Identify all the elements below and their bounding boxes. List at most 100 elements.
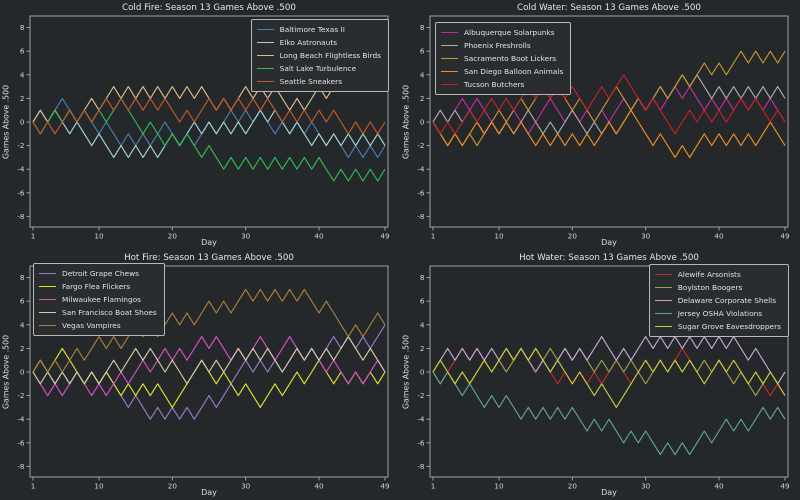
- y-tick-label: -6: [17, 188, 25, 197]
- x-axis-label: Day: [601, 238, 617, 247]
- series-line-elko-astronauts: [32, 109, 386, 158]
- legend-label: Sacramento Boot Lickers: [464, 54, 557, 63]
- legend-swatch: [256, 81, 274, 82]
- y-tick-label: -6: [417, 438, 425, 447]
- legend-item: Detroit Grape Chews: [39, 267, 157, 280]
- legend-swatch: [654, 313, 672, 314]
- x-tick-label: 1: [31, 482, 36, 491]
- legend-label: Alewife Arsonists: [677, 270, 741, 279]
- legend-item: Seattle Sneakers: [256, 75, 381, 88]
- x-tick-label: 20: [168, 232, 178, 241]
- x-tick-label: 1: [431, 232, 436, 241]
- y-tick-label: 4: [20, 70, 25, 79]
- series-line-tucson-butchers: [432, 74, 786, 135]
- legend-swatch: [654, 300, 672, 301]
- series-line-san-diego-balloon-animals: [432, 109, 786, 158]
- y-tick-label: -6: [17, 438, 25, 447]
- legend-label: Delaware Corporate Shells: [677, 296, 777, 305]
- legend-swatch: [39, 286, 56, 287]
- chart-cold-fire-panel: Cold Fire: Season 13 Games Above .500 Ga…: [0, 0, 400, 250]
- series-line-sugar-grove-eavesdroppers: [432, 347, 786, 408]
- legend: Detroit Grape Chews Fargo Flea Flickers Mi…: [33, 263, 165, 336]
- x-tick-label: 1: [31, 232, 36, 241]
- y-tick-label: 2: [20, 344, 25, 353]
- y-tick-label: 8: [420, 23, 425, 32]
- y-tick-label: 0: [420, 118, 425, 127]
- y-tick-label: -2: [17, 391, 24, 400]
- y-tick-label: -4: [17, 165, 25, 174]
- legend-swatch: [654, 326, 672, 327]
- y-tick-label: 8: [420, 273, 425, 282]
- legend-item: Alewife Arsonists: [654, 268, 781, 281]
- x-tick-label: 49: [780, 482, 790, 491]
- legend-swatch: [256, 29, 274, 30]
- legend-item: Tucson Butchers: [441, 78, 563, 91]
- x-tick-label: 20: [568, 232, 578, 241]
- y-tick-label: 4: [20, 320, 25, 329]
- chart-hot-water-panel: Hot Water: Season 13 Games Above .500 Ga…: [400, 250, 800, 500]
- y-tick-label: 8: [20, 273, 25, 282]
- y-tick-label: 6: [20, 47, 25, 56]
- y-tick-label: -4: [417, 415, 425, 424]
- legend-swatch: [256, 68, 274, 69]
- legend-item: Albuquerque Solarpunks: [441, 26, 563, 39]
- y-tick-label: 2: [420, 94, 425, 103]
- y-tick-label: 6: [20, 297, 25, 306]
- series-line-seattle-sneakers: [32, 97, 386, 135]
- x-tick-label: 40: [314, 482, 324, 491]
- y-tick-label: -4: [417, 165, 425, 174]
- y-tick-label: 0: [20, 368, 25, 377]
- y-tick-label: -2: [417, 391, 424, 400]
- x-tick-label: 30: [641, 232, 651, 241]
- y-tick-label: 0: [420, 368, 425, 377]
- x-tick-label: 40: [314, 232, 324, 241]
- legend-swatch: [256, 42, 274, 43]
- x-tick-label: 40: [714, 482, 724, 491]
- y-tick-label: -8: [417, 462, 425, 471]
- series-line-vegas-vampires: [32, 288, 386, 373]
- y-tick-label: -8: [17, 212, 25, 221]
- x-tick-label: 49: [380, 232, 390, 241]
- legend-label: Sugar Grove Eavesdroppers: [677, 322, 781, 331]
- legend: Albuquerque Solarpunks Phoenix Freshrolls…: [435, 22, 572, 95]
- x-axis-label: Day: [201, 238, 217, 247]
- legend-swatch: [654, 274, 672, 275]
- legend-item: Fargo Flea Flickers: [39, 280, 157, 293]
- legend-label: Phoenix Freshrolls: [464, 41, 531, 50]
- x-tick-label: 10: [494, 232, 504, 241]
- x-tick-label: 40: [714, 232, 724, 241]
- chart-title: Cold Fire: Season 13 Games Above .500: [122, 3, 296, 13]
- legend-label: Fargo Flea Flickers: [62, 282, 131, 291]
- y-tick-label: 2: [420, 344, 425, 353]
- legend-item: Phoenix Freshrolls: [441, 39, 563, 52]
- series-line-milwaukee-flamingos: [32, 336, 386, 397]
- chart-title: Hot Water: Season 13 Games Above .500: [519, 253, 699, 263]
- y-tick-label: 4: [420, 70, 425, 79]
- y-tick-label: -4: [17, 415, 25, 424]
- chart-hot-fire-panel: Hot Fire: Season 13 Games Above .500 Gam…: [0, 250, 400, 500]
- legend-label: Long Beach Flightless Birds: [279, 51, 381, 60]
- chart-title: Cold Water: Season 13 Games Above .500: [517, 3, 701, 13]
- x-tick-label: 30: [241, 482, 251, 491]
- y-tick-label: 4: [420, 320, 425, 329]
- legend-item: Vegas Vampires: [39, 319, 157, 332]
- legend-label: Boylston Boogers: [677, 283, 743, 292]
- y-tick-label: 2: [20, 94, 25, 103]
- x-tick-label: 1: [431, 482, 436, 491]
- x-tick-label: 49: [380, 482, 390, 491]
- series-line-jersey-osha-violations: [432, 371, 786, 456]
- legend-label: Jersey OSHA Violations: [677, 309, 763, 318]
- legend-swatch: [256, 55, 274, 56]
- legend-label: San Francisco Boat Shoes: [62, 308, 157, 317]
- chart-cold-water-panel: Cold Water: Season 13 Games Above .500 G…: [400, 0, 800, 250]
- legend-swatch: [441, 58, 458, 59]
- y-tick-label: 6: [420, 47, 425, 56]
- series-line-san-francisco-boat-shoes: [32, 336, 386, 385]
- legend-swatch: [441, 84, 458, 85]
- legend-item: Boylston Boogers: [654, 281, 781, 294]
- legend-label: Elko Astronauts: [279, 38, 338, 47]
- y-tick-label: -6: [417, 188, 425, 197]
